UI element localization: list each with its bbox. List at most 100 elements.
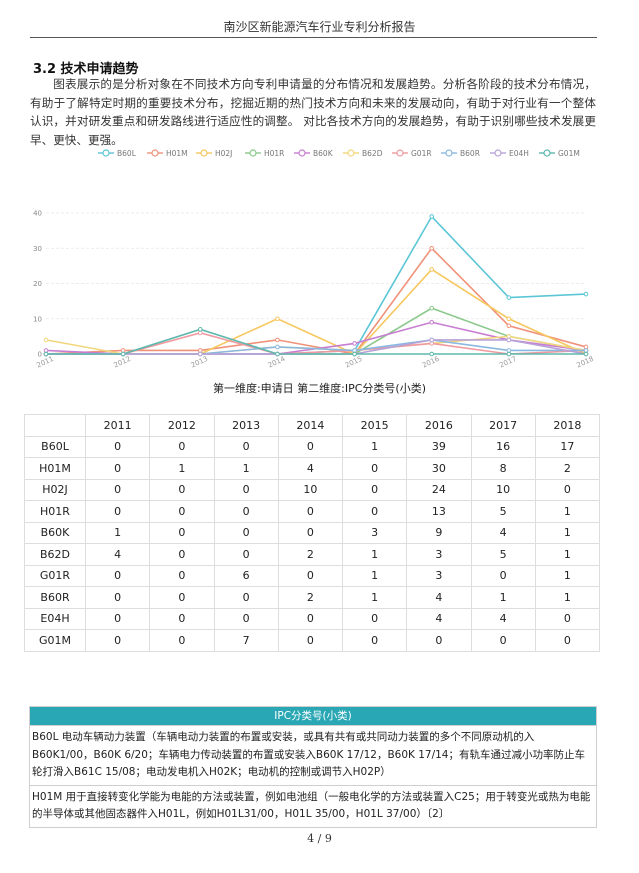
table-cell: 4 bbox=[84, 543, 151, 566]
table-cell: 1 bbox=[534, 543, 601, 566]
x-tick-label: 2017 bbox=[498, 355, 518, 370]
data-point bbox=[275, 316, 280, 322]
x-tick-label: 2018 bbox=[575, 355, 595, 370]
table-cell: 0 bbox=[534, 478, 601, 501]
table-cell: 0 bbox=[277, 435, 344, 458]
table-cell: 3 bbox=[341, 521, 408, 544]
series-line-h02j bbox=[46, 268, 587, 355]
table-cell: 1 bbox=[534, 500, 601, 523]
table-cell: 24 bbox=[406, 478, 472, 501]
table-cell: 9 bbox=[406, 521, 472, 544]
table-cell: 0 bbox=[149, 435, 215, 458]
data-point bbox=[583, 351, 589, 357]
data-point bbox=[583, 291, 589, 297]
table-cell: 0 bbox=[84, 478, 151, 501]
table-cell: 2 bbox=[277, 586, 344, 609]
table-row: B60L 0 0 0 0 1 39 16 17 bbox=[24, 435, 601, 458]
trend-chart-svg: B60L H01M H02J H01R B60K B62D G01R B60R E04H G01M… bbox=[33, 149, 595, 370]
data-point bbox=[352, 341, 357, 346]
table-cell: 4 bbox=[470, 521, 536, 544]
y-tick-label: 40 bbox=[33, 210, 42, 218]
table-cell: 1 bbox=[341, 543, 408, 566]
ipc-entry-b60l: B60L 电动车辆动力装置（车辆电动力装置的布置或安装，或具有共有或共同动力装置… bbox=[30, 725, 596, 785]
table-cell: 0 bbox=[534, 607, 601, 630]
table-row: H02J 0 0 0 10 0 24 10 0 bbox=[24, 478, 601, 501]
table-header-row: 2011 2012 2013 2014 2015 2016 2017 2018 bbox=[24, 414, 601, 437]
table-row: G01R 0 0 6 0 1 3 0 1 bbox=[24, 564, 601, 587]
table-column-header: 2011 bbox=[84, 414, 151, 437]
table-cell: 0 bbox=[341, 500, 408, 523]
legend-entry: B60L bbox=[117, 149, 137, 158]
table-cell: 7 bbox=[213, 629, 279, 652]
table-cell: 1 bbox=[534, 521, 601, 544]
data-point bbox=[506, 323, 512, 329]
legend-entry: H02J bbox=[215, 149, 232, 158]
intro-paragraph-text: 图表展示的是分析对象在不同技术方向专利申请量的分布情况和发展趋势。分析各阶段的技… bbox=[30, 77, 596, 147]
table-cell: 0 bbox=[149, 500, 215, 523]
table-row-label: H01R bbox=[24, 500, 86, 523]
data-point bbox=[429, 305, 435, 311]
table-cell: 5 bbox=[470, 500, 536, 523]
table-cell: 1 bbox=[534, 564, 601, 587]
legend-swatch-marker bbox=[543, 149, 551, 157]
data-point bbox=[429, 214, 435, 219]
table-cell: 4 bbox=[470, 607, 536, 630]
intro-paragraph: 图表展示的是分析对象在不同技术方向专利申请量的分布情况和发展趋势。分析各阶段的技… bbox=[30, 75, 596, 149]
data-point bbox=[352, 351, 357, 357]
table-row-label: B62D bbox=[24, 543, 86, 566]
legend-entry: H01M bbox=[166, 149, 188, 158]
table-column-header: 2018 bbox=[534, 414, 601, 437]
x-tick-label: 2014 bbox=[267, 355, 287, 370]
table-row: B60R 0 0 0 2 1 4 1 1 bbox=[24, 586, 601, 609]
trend-chart: B60L H01M H02J H01R B60K B62D G01R B60R E04H G01M… bbox=[28, 140, 598, 380]
table-cell: 0 bbox=[406, 629, 472, 652]
table-cell: 0 bbox=[277, 521, 344, 544]
table-cell: 3 bbox=[406, 564, 472, 587]
data-point bbox=[506, 316, 512, 322]
table-cell: 0 bbox=[341, 629, 408, 652]
table-row-label: H02J bbox=[24, 478, 86, 501]
table-row: H01M 0 1 1 4 0 30 8 2 bbox=[24, 457, 601, 480]
data-point bbox=[197, 351, 203, 357]
table-cell: 1 bbox=[84, 521, 151, 544]
table-cell: 0 bbox=[341, 457, 408, 480]
legend-swatch-marker bbox=[445, 149, 453, 157]
table-cell: 39 bbox=[406, 435, 472, 458]
ipc-entry-h01m: H01M 用于直接转变化学能为电能的方法或装置，例如电池组（一般电化学的方法或装… bbox=[30, 784, 596, 827]
table-cell: 0 bbox=[149, 564, 215, 587]
y-tick-label: 0 bbox=[38, 351, 42, 359]
table-column-header: 2016 bbox=[406, 414, 472, 437]
table-column-header: 2014 bbox=[277, 414, 344, 437]
table-row-label: G01R bbox=[24, 564, 86, 587]
table-cell: 0 bbox=[84, 586, 151, 609]
table-cell: 1 bbox=[341, 564, 408, 587]
legend-entry: E04H bbox=[509, 149, 529, 158]
table-cell: 0 bbox=[213, 607, 279, 630]
legend-entry: H01R bbox=[264, 149, 284, 158]
ipc-box: IPC分类号(小类) B60L 电动车辆动力装置（车辆电动力装置的布置或安装，或… bbox=[29, 706, 597, 828]
legend-entry: B60K bbox=[313, 149, 334, 158]
data-point bbox=[275, 351, 280, 357]
table-cell: 13 bbox=[406, 500, 472, 523]
table-cell: 8 bbox=[470, 457, 536, 480]
header-rule bbox=[30, 37, 597, 38]
table-cell: 1 bbox=[341, 435, 408, 458]
y-tick-label: 10 bbox=[33, 315, 42, 323]
table-cell: 0 bbox=[277, 607, 344, 630]
table-cell: 0 bbox=[213, 435, 279, 458]
table-row: H01R 0 0 0 0 0 13 5 1 bbox=[24, 500, 601, 523]
table-cell: 5 bbox=[470, 543, 536, 566]
data-point bbox=[429, 267, 435, 272]
table-cell: 0 bbox=[149, 629, 215, 652]
legend-swatch-marker bbox=[396, 149, 404, 157]
chart-caption: 第一维度:申请日 第二维度:IPC分类号(小类) bbox=[212, 382, 427, 395]
table-row: B60K 1 0 0 0 3 9 4 1 bbox=[24, 521, 601, 544]
table-row-label: G01M bbox=[24, 629, 86, 652]
table-row: B62D 4 0 0 2 1 3 5 1 bbox=[24, 543, 601, 566]
table-cell: 1 bbox=[341, 586, 408, 609]
table-cell: 0 bbox=[277, 564, 344, 587]
table-column-header: 2017 bbox=[470, 414, 536, 437]
table-cell: 0 bbox=[149, 521, 215, 544]
table-cell: 1 bbox=[213, 457, 279, 480]
table-cell: 1 bbox=[149, 457, 215, 480]
